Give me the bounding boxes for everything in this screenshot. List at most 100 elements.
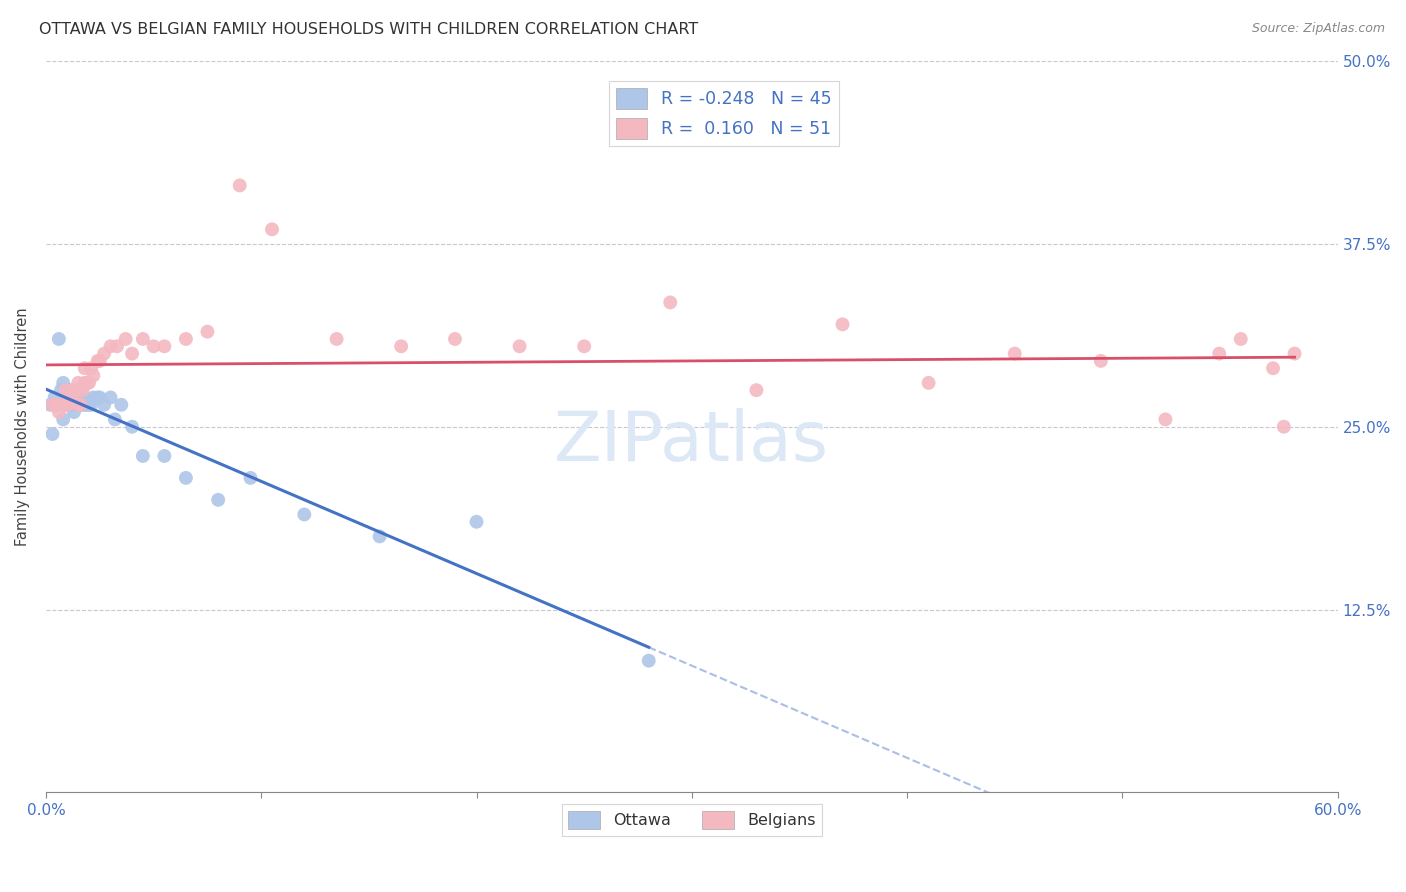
Point	[67, 391, 90, 405]
Point	[69, 398, 91, 412]
Point	[63, 398, 86, 412]
Point	[110, 398, 132, 412]
Point	[444, 332, 467, 346]
Point	[52, 376, 75, 390]
Point	[1229, 332, 1251, 346]
Point	[831, 318, 853, 332]
Point	[89, 391, 111, 405]
Point	[325, 332, 347, 346]
Point	[745, 383, 768, 397]
Point	[142, 339, 165, 353]
Point	[368, 529, 391, 543]
Point	[63, 391, 86, 405]
Text: OTTAWA VS BELGIAN FAMILY HOUSEHOLDS WITH CHILDREN CORRELATION CHART: OTTAWA VS BELGIAN FAMILY HOUSEHOLDS WITH…	[39, 22, 699, 37]
Point	[1261, 361, 1284, 376]
Text: Source: ZipAtlas.com: Source: ZipAtlas.com	[1251, 22, 1385, 36]
Point	[1284, 346, 1306, 360]
Point	[56, 391, 79, 405]
Text: ZIPatlas: ZIPatlas	[554, 408, 830, 475]
Point	[53, 383, 76, 397]
Point	[1208, 346, 1230, 360]
Point	[76, 398, 98, 412]
Point	[114, 332, 136, 346]
Point	[65, 391, 87, 405]
Point	[121, 346, 143, 360]
Point	[41, 427, 63, 442]
Point	[1004, 346, 1026, 360]
Point	[53, 383, 76, 397]
Point	[174, 471, 197, 485]
Point	[56, 398, 79, 412]
Legend: Ottawa, Belgians: Ottawa, Belgians	[561, 805, 823, 836]
Point	[132, 449, 155, 463]
Y-axis label: Family Households with Children: Family Households with Children	[15, 308, 30, 546]
Point	[48, 405, 70, 419]
Point	[239, 471, 262, 485]
Point	[72, 398, 94, 412]
Point	[60, 383, 83, 397]
Point	[73, 398, 96, 412]
Point	[48, 332, 70, 346]
Point	[100, 339, 122, 353]
Point	[72, 383, 94, 397]
Point	[292, 508, 315, 522]
Point	[93, 398, 115, 412]
Point	[59, 383, 82, 397]
Point	[45, 398, 67, 412]
Point	[153, 339, 176, 353]
Point	[80, 361, 103, 376]
Point	[260, 222, 283, 236]
Point	[63, 405, 86, 419]
Point	[73, 376, 96, 390]
Point	[917, 376, 939, 390]
Point	[49, 383, 72, 397]
Point	[105, 339, 128, 353]
Point	[228, 178, 250, 193]
Point	[59, 391, 82, 405]
Point	[65, 383, 87, 397]
Point	[76, 376, 98, 390]
Point	[45, 398, 67, 412]
Point	[93, 346, 115, 360]
Point	[659, 295, 682, 310]
Point	[56, 398, 79, 412]
Point	[60, 391, 83, 405]
Point	[1154, 412, 1177, 426]
Point	[572, 339, 595, 353]
Point	[637, 654, 659, 668]
Point	[82, 368, 104, 383]
Point	[86, 354, 108, 368]
Point	[67, 376, 90, 390]
Point	[39, 398, 62, 412]
Point	[52, 412, 75, 426]
Point	[197, 325, 219, 339]
Point	[1272, 419, 1295, 434]
Point	[82, 391, 104, 405]
Point	[1090, 354, 1112, 368]
Point	[67, 398, 90, 412]
Point	[207, 492, 229, 507]
Point	[174, 332, 197, 346]
Point	[73, 391, 96, 405]
Point	[100, 391, 122, 405]
Point	[67, 398, 90, 412]
Point	[69, 391, 91, 405]
Point	[73, 361, 96, 376]
Point	[60, 398, 83, 412]
Point	[89, 354, 111, 368]
Point	[52, 398, 75, 412]
Point	[509, 339, 531, 353]
Point	[77, 398, 100, 412]
Point	[465, 515, 488, 529]
Point	[121, 419, 143, 434]
Point	[41, 398, 63, 412]
Point	[104, 412, 127, 426]
Point	[80, 398, 103, 412]
Point	[132, 332, 155, 346]
Point	[77, 376, 100, 390]
Point	[65, 398, 87, 412]
Point	[44, 391, 66, 405]
Point	[389, 339, 412, 353]
Point	[69, 398, 91, 412]
Point	[86, 391, 108, 405]
